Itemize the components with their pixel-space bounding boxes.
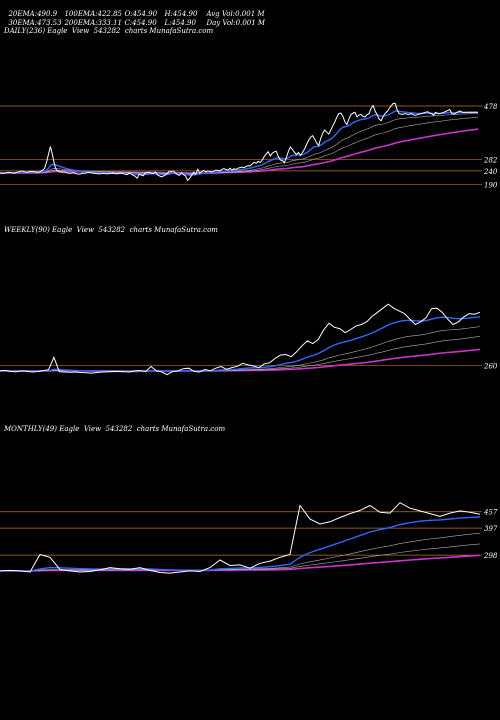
monthly-ema-fast-line [0,516,481,572]
open-value: 454.90 [132,10,158,18]
ema20-value: 490.9 [37,10,58,18]
high-cell: H:454.90 [160,1,197,19]
weekly-panel-title: WEEKLY(90) Eagle View 543282 charts Muna… [4,226,218,234]
ema30-cell: 30EMA:473.53 [4,10,62,28]
monthly-price-label: 457 [483,509,498,517]
monthly-ema-slow-line [0,554,481,572]
daily-price-label: 478 [483,103,498,111]
avg-vol-label: Avg Vol: [206,10,236,18]
weekly-ema-grey-line-1 [0,336,481,372]
daily-ema-slow-line [0,128,479,174]
ema30-value: 473.53 [37,19,62,27]
open-cell: O:454.90 [120,1,157,19]
day-vol-cell: Day Vol:0.001 M [202,10,265,28]
low-value: 454.90 [171,19,196,27]
header-row-1: 20EMA:490.9 [4,1,57,19]
weekly-price-line [0,303,481,376]
monthly-chart: 457 397 298 [0,502,498,574]
close-label: C: [124,19,133,27]
monthly-price-label: 298 [483,552,498,560]
weekly-ema-slow-line [0,348,481,372]
ema20-label: 20EMA: [8,10,38,18]
high-label: H: [164,10,173,18]
monthly-ema-grey-line-1 [0,543,481,572]
monthly-price-line [0,502,481,574]
weekly-ema-fast-line [0,316,481,373]
daily-ema-fast-line [0,110,478,176]
daily-panel-title: DAILY(236) Eagle View 543282 charts Muna… [4,27,214,35]
day-vol-label: Day Vol: [206,19,236,27]
daily-price-label: 282 [483,157,498,165]
low-label: L: [164,19,172,27]
daily-ema-grey-line-2 [0,113,479,175]
ema100-cell: 100EMA:422.85 [60,1,122,19]
ema30-label: 30EMA: [8,19,38,27]
monthly-price-label: 397 [484,525,498,533]
weekly-price-label: 260 [483,363,498,371]
close-cell: C:454.90 [120,10,157,28]
ema200-cell: 200EMA:333.11 [60,10,122,28]
daily-price-label: 190 [484,182,498,190]
day-vol-value: 0.001 M [235,19,266,27]
daily-chart: 478 282 240 190 [0,102,498,190]
open-label: O: [124,10,133,18]
ema200-value: 333.11 [97,19,123,27]
daily-price-line [0,102,478,182]
low-cell: L:454.90 [160,10,196,28]
daily-ema-grey-line-1 [0,117,479,174]
weekly-chart: 260 [0,303,498,376]
ema100-label: 100EMA: [64,10,98,18]
ema100-value: 422.85 [97,10,123,18]
monthly-panel-title: MONTHLY(49) Eagle View 543282 charts Mun… [4,425,226,433]
daily-price-label: 240 [483,168,498,176]
high-value: 454.90 [172,10,198,18]
monthly-ema-grey-line-2 [0,532,481,572]
ema200-label: 200EMA: [64,19,98,27]
avg-vol-value: 0.001 M [235,10,265,18]
avg-vol-cell: Avg Vol:0.001 M [202,1,265,19]
close-value: 454.90 [132,19,157,27]
